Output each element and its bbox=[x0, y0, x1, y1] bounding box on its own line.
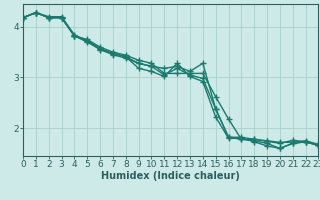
X-axis label: Humidex (Indice chaleur): Humidex (Indice chaleur) bbox=[101, 171, 240, 181]
